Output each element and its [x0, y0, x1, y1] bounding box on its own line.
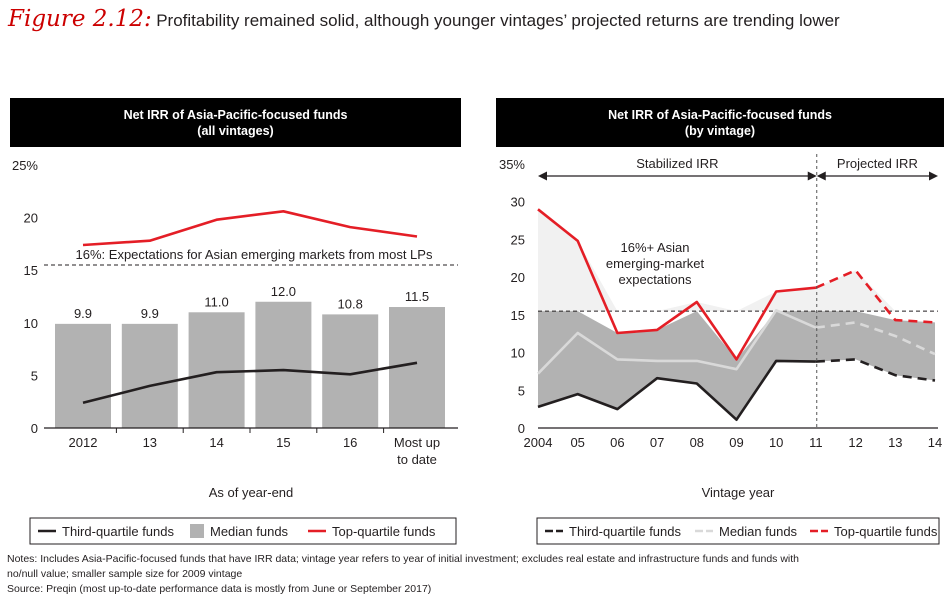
right-x-tick-label: 11 — [809, 435, 823, 450]
left-bar-value-label: 10.8 — [338, 296, 363, 311]
right-x-tick-label: 05 — [570, 435, 584, 450]
right-x-tick-label: 06 — [610, 435, 624, 450]
right-expectation-annotation: 16%+ Asian — [620, 240, 689, 255]
notes-line-2: no/null value; smaller sample size for 2… — [7, 568, 243, 580]
left-ytick-label: 5 — [31, 368, 38, 383]
left-x-tick-label: 13 — [143, 435, 157, 450]
right-above-expectation-area — [538, 209, 935, 312]
right-ytick-label: 25 — [511, 232, 525, 247]
right-ytick-label: 10 — [511, 346, 525, 361]
left-median-bar — [255, 301, 312, 428]
stabilized-irr-label: Stabilized IRR — [636, 156, 718, 171]
right-median-line-stabilized — [537, 309, 817, 375]
right-interquartile-area — [538, 311, 935, 420]
right-x-tick-label: 07 — [650, 435, 664, 450]
left-ytick-label: 10 — [24, 316, 38, 331]
left-legend-label: Median funds — [210, 524, 289, 539]
right-x-tick-label: 10 — [769, 435, 783, 450]
left-bar-value-label: 9.9 — [141, 306, 159, 321]
right-legend-box — [536, 517, 940, 545]
left-x-tick-label: 15 — [276, 435, 290, 450]
left-legend-label: Third-quartile funds — [62, 524, 174, 539]
right-x-axis-title: Vintage year — [702, 485, 775, 500]
right-x-tick-label: 12 — [848, 435, 862, 450]
stabilized-arrow-right-head — [807, 171, 817, 181]
right-header-line2: (by vintage) — [684, 123, 756, 138]
left-ytick-label: 15 — [24, 263, 38, 278]
left-median-bar — [389, 307, 445, 428]
right-header-line1: Net IRR of Asia-Pacific-focused funds — [608, 107, 832, 122]
right-x-tick-label: 13 — [888, 435, 902, 450]
notes: Notes: Includes Asia-Pacific-focused fun… — [7, 552, 937, 597]
right-ytick-label: 30 — [511, 195, 525, 210]
left-x-tick-label: Most up — [394, 435, 440, 450]
right-legend-label: Third-quartile funds — [569, 524, 681, 539]
left-top-quartile-line — [82, 210, 418, 247]
source-line: Source: Preqin (most up-to-date performa… — [7, 583, 432, 595]
figure-title-text: Profitability remained solid, although y… — [156, 11, 840, 30]
right-x-tick-label: 08 — [690, 435, 704, 450]
notes-line-1: Notes: Includes Asia-Pacific-focused fun… — [7, 553, 800, 565]
right-expectation-annotation: emerging-market — [606, 256, 705, 271]
right-expectation-annotation: expectations — [619, 272, 692, 287]
legend-median-swatch — [190, 524, 204, 538]
right-x-tick-label: 09 — [729, 435, 743, 450]
left-bar-value-label: 12.0 — [271, 284, 296, 299]
left-x-tick-label: 14 — [209, 435, 223, 450]
left-bar-value-label: 11.5 — [405, 289, 429, 304]
left-x-axis-title: As of year-end — [209, 485, 294, 500]
right-ytick-label: 20 — [511, 270, 525, 285]
figure-title: Figure 2.12: Profitability remained soli… — [8, 6, 840, 32]
stabilized-arrow-left-head — [538, 171, 547, 181]
left-median-bar — [121, 323, 178, 428]
left-x-tick-label: 16 — [343, 435, 357, 450]
figure-label: Figure 2.12: — [8, 6, 152, 32]
left-chart-header: Net IRR of Asia-Pacific-focused funds (a… — [10, 98, 461, 147]
right-median-line-projected — [815, 321, 936, 356]
left-reference-label: 16%: Expectations for Asian emerging mar… — [76, 247, 433, 262]
right-third-quartile-line-projected — [815, 358, 936, 382]
right-ytick-label: 0 — [518, 421, 525, 436]
left-header-line1: Net IRR of Asia-Pacific-focused funds — [123, 107, 348, 122]
right-top-quartile-line-projected — [815, 269, 936, 324]
right-x-tick-label: 14 — [928, 435, 942, 450]
projected-arrow-right-head — [929, 171, 938, 181]
projected-arrow-left-head — [816, 171, 826, 181]
left-bar-value-label: 11.0 — [204, 294, 228, 309]
left-ytick-label-top: 25% — [12, 158, 38, 173]
left-x-tick-label: 2012 — [69, 435, 98, 450]
right-chart-header: Net IRR of Asia-Pacific-focused funds (b… — [496, 98, 944, 147]
right-ytick-label: 5 — [518, 383, 525, 398]
left-x-tick-label: to date — [397, 452, 437, 467]
projected-irr-label: Projected IRR — [837, 156, 918, 171]
left-ytick-label: 20 — [24, 211, 38, 226]
left-median-bar — [188, 312, 245, 428]
right-legend-label: Median funds — [719, 524, 798, 539]
left-bar-value-label: 9.9 — [74, 306, 92, 321]
right-x-tick-label: 2004 — [524, 435, 553, 450]
left-legend-box — [29, 517, 457, 545]
left-median-bar — [55, 323, 111, 428]
left-ytick-label: 0 — [31, 421, 38, 436]
right-legend-label: Top-quartile funds — [834, 524, 938, 539]
right-third-quartile-line-stabilized — [537, 359, 816, 421]
left-third-quartile-line — [82, 361, 418, 405]
right-top-quartile-line-stabilized — [537, 208, 817, 361]
right-ytick-label: 15 — [511, 308, 525, 323]
left-header-line2: (all vintages) — [197, 123, 274, 138]
left-legend-label: Top-quartile funds — [332, 524, 436, 539]
right-ytick-label-top: 35% — [499, 157, 525, 172]
